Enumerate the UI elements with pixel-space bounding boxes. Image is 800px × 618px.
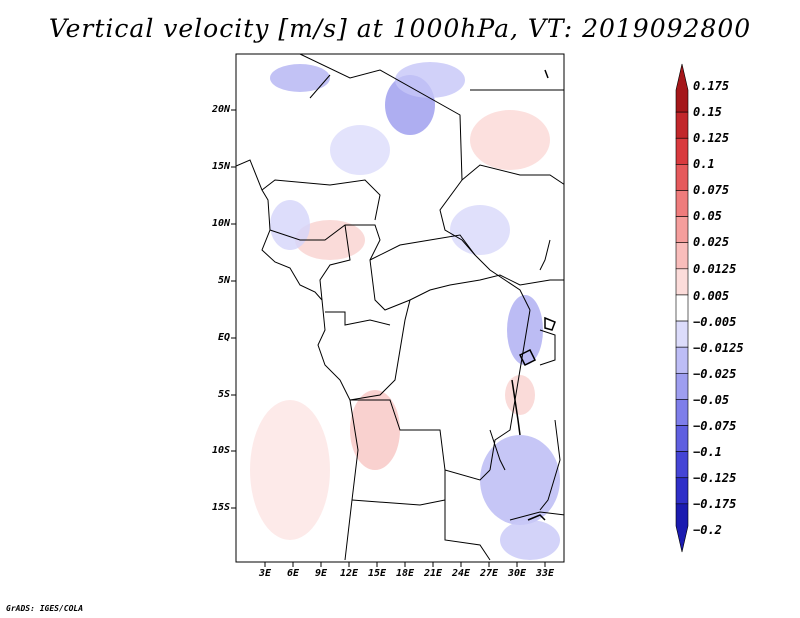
colorbar-label: 0.05 bbox=[693, 209, 722, 223]
colorbar-segment bbox=[675, 346, 689, 374]
lat-label: 5N bbox=[217, 275, 230, 286]
colorbar-segment bbox=[675, 242, 689, 270]
colorbar-label: 0.1 bbox=[693, 157, 715, 171]
blue-patch bbox=[500, 520, 560, 560]
lon-label: 3E bbox=[258, 568, 272, 579]
colorbar-label: 0.125 bbox=[693, 131, 730, 145]
colorbar-segment bbox=[675, 372, 689, 400]
colorbar-segment bbox=[675, 320, 689, 348]
lat-label: EQ bbox=[217, 332, 230, 343]
colorbar-label: −0.125 bbox=[693, 471, 737, 485]
lon-label: 15E bbox=[367, 568, 387, 579]
colorbar-label: −0.05 bbox=[693, 393, 730, 407]
lon-label: 27E bbox=[479, 568, 499, 579]
blue-patch bbox=[330, 125, 390, 175]
lakes bbox=[511, 69, 556, 521]
colorbar-segment bbox=[675, 451, 689, 479]
colorbar-segment bbox=[675, 294, 689, 322]
red-patch bbox=[470, 110, 550, 170]
colorbar-label: −0.175 bbox=[693, 497, 737, 511]
colorbar-label: 0.0125 bbox=[693, 262, 737, 276]
lat-label: 20N bbox=[211, 104, 230, 115]
colorbar-segment bbox=[675, 63, 689, 113]
red-patch bbox=[505, 375, 535, 415]
colorbar-label: 0.15 bbox=[693, 105, 722, 119]
blue-patch bbox=[395, 62, 465, 98]
lon-label: 30E bbox=[507, 568, 527, 579]
colorbar-segment bbox=[675, 164, 689, 191]
lon-label: 24E bbox=[451, 568, 471, 579]
lat-label: 15S bbox=[211, 502, 230, 513]
colorbar-label: 0.005 bbox=[693, 289, 730, 303]
colorbar-label: −0.005 bbox=[693, 315, 737, 329]
lon-label: 9E bbox=[314, 568, 328, 579]
colorbar-segment bbox=[675, 137, 689, 165]
colorbar-segment bbox=[675, 399, 689, 426]
colorbar-label: −0.1 bbox=[693, 445, 722, 459]
colorbar bbox=[675, 63, 689, 553]
colorbar-label: −0.025 bbox=[693, 367, 737, 381]
colorbar-label: −0.075 bbox=[693, 419, 737, 433]
colorbar-label: 0.175 bbox=[693, 79, 730, 93]
red-patch bbox=[250, 400, 330, 540]
colorbar-segment bbox=[675, 503, 689, 553]
lon-label: 6E bbox=[286, 568, 300, 579]
lat-label: 10N bbox=[211, 218, 230, 229]
colorbar-label: −0.2 bbox=[693, 523, 722, 537]
lon-label: 33E bbox=[535, 568, 555, 579]
velocity-shading bbox=[236, 54, 564, 561]
blue-patch bbox=[480, 435, 560, 525]
red-patch bbox=[350, 390, 400, 470]
lon-label: 12E bbox=[339, 568, 359, 579]
footer-credit: GrADS: IGES/COLA bbox=[6, 604, 84, 613]
lat-label: 10S bbox=[211, 445, 230, 456]
colorbar-segment bbox=[675, 111, 689, 139]
tick-marks bbox=[231, 109, 546, 567]
lon-label: 18E bbox=[395, 568, 415, 579]
colorbar-label: 0.025 bbox=[693, 235, 730, 249]
colorbar-segment bbox=[675, 425, 689, 452]
colorbar-label: −0.0125 bbox=[693, 341, 744, 355]
lon-label: 21E bbox=[423, 568, 443, 579]
blue-patch bbox=[270, 200, 310, 250]
blue-patch bbox=[270, 64, 330, 92]
colorbar-segment bbox=[675, 190, 689, 217]
colorbar-segment bbox=[675, 477, 689, 505]
lat-label: 5S bbox=[217, 389, 230, 400]
red-patch bbox=[295, 220, 365, 260]
blue-patch bbox=[450, 205, 510, 255]
blue-patch bbox=[507, 295, 543, 365]
colorbar-segment bbox=[675, 268, 689, 296]
map-title: Vertical velocity [m/s] at 1000hPa, VT: … bbox=[48, 14, 752, 43]
colorbar-label: 0.075 bbox=[693, 183, 730, 197]
colorbar-segment bbox=[675, 216, 689, 244]
country-borders bbox=[236, 54, 564, 561]
lat-label: 15N bbox=[211, 161, 230, 172]
